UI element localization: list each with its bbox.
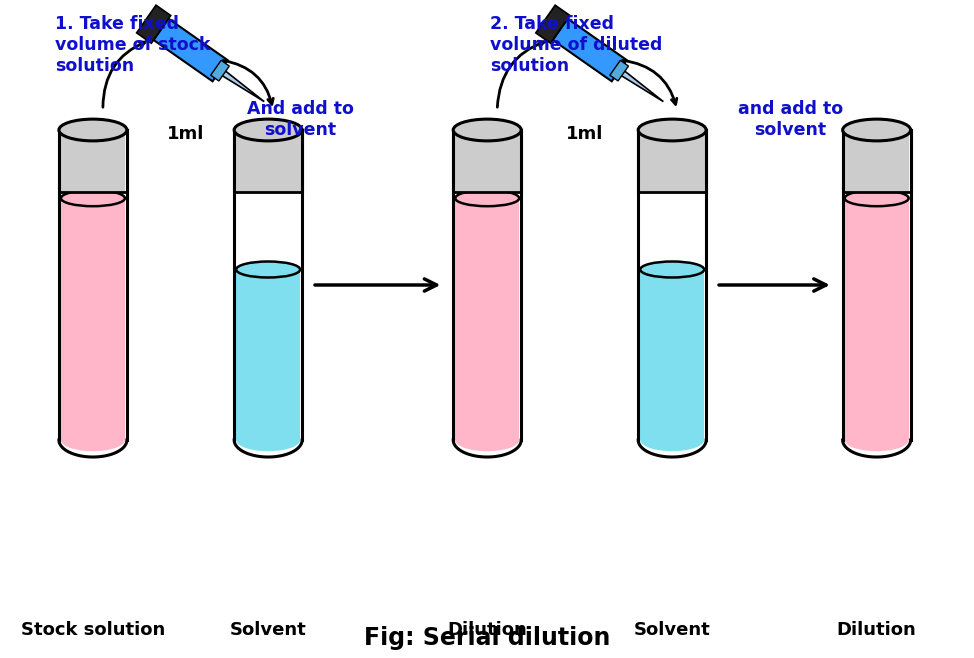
Ellipse shape bbox=[455, 429, 519, 451]
Bar bbox=[844, 130, 909, 192]
Bar bbox=[58, 130, 127, 440]
Bar bbox=[453, 130, 521, 440]
Ellipse shape bbox=[638, 119, 706, 141]
Text: Fig: Serial dilution: Fig: Serial dilution bbox=[364, 626, 611, 650]
Polygon shape bbox=[154, 18, 228, 82]
Ellipse shape bbox=[640, 261, 704, 278]
Bar bbox=[640, 130, 704, 192]
Polygon shape bbox=[218, 68, 264, 101]
Polygon shape bbox=[536, 5, 570, 43]
Text: 1ml: 1ml bbox=[167, 125, 205, 143]
Text: Dilution: Dilution bbox=[447, 621, 527, 639]
Text: And add to
solvent: And add to solvent bbox=[246, 100, 354, 139]
Text: Solvent: Solvent bbox=[634, 621, 711, 639]
Ellipse shape bbox=[640, 429, 704, 451]
Ellipse shape bbox=[234, 119, 302, 141]
Text: 1. Take fixed
volume of stock
solution: 1. Take fixed volume of stock solution bbox=[56, 15, 210, 74]
Bar bbox=[638, 130, 706, 440]
Ellipse shape bbox=[236, 261, 300, 278]
Ellipse shape bbox=[844, 190, 909, 206]
Ellipse shape bbox=[844, 429, 909, 451]
Bar bbox=[843, 130, 911, 440]
Polygon shape bbox=[136, 5, 170, 43]
Text: Stock solution: Stock solution bbox=[20, 621, 165, 639]
Bar bbox=[236, 270, 300, 440]
Bar bbox=[61, 198, 125, 440]
Bar bbox=[60, 130, 126, 192]
Polygon shape bbox=[618, 68, 663, 101]
Polygon shape bbox=[210, 61, 229, 81]
Bar bbox=[455, 198, 519, 440]
Bar bbox=[844, 198, 909, 440]
Ellipse shape bbox=[61, 429, 125, 451]
Bar bbox=[455, 130, 520, 192]
Polygon shape bbox=[610, 61, 628, 81]
Text: Solvent: Solvent bbox=[230, 621, 307, 639]
Bar bbox=[236, 130, 301, 192]
Ellipse shape bbox=[236, 429, 300, 451]
Polygon shape bbox=[553, 18, 626, 82]
Text: 2. Take fixed
volume of diluted
solution: 2. Take fixed volume of diluted solution bbox=[490, 15, 662, 74]
Ellipse shape bbox=[843, 119, 911, 141]
Text: Dilution: Dilution bbox=[837, 621, 917, 639]
Text: and add to
solvent: and add to solvent bbox=[737, 100, 843, 139]
Text: 1ml: 1ml bbox=[566, 125, 603, 143]
Bar bbox=[234, 130, 302, 440]
Ellipse shape bbox=[453, 119, 521, 141]
Ellipse shape bbox=[58, 119, 127, 141]
Ellipse shape bbox=[455, 190, 519, 206]
Bar bbox=[640, 270, 704, 440]
Ellipse shape bbox=[61, 190, 125, 206]
